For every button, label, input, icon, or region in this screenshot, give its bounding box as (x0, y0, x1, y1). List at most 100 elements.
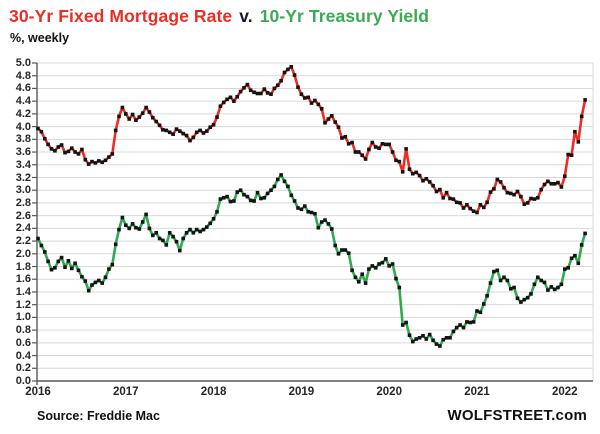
mortgage-data-point-marker (512, 192, 516, 197)
y-tick-label: 4.2 (15, 107, 31, 120)
treasury-data-point-marker (232, 199, 236, 203)
treasury-data-point-marker (326, 222, 331, 226)
treasury-data-point-marker (539, 278, 543, 283)
treasury-data-point-marker (556, 285, 560, 290)
mortgage-data-point-marker (444, 190, 449, 195)
treasury-data-point-marker (211, 217, 216, 221)
mortgage-data-point-marker (536, 196, 540, 200)
mortgage-data-point-marker (326, 117, 331, 121)
wolfstreet-brand: WOLFSTREET.com (447, 407, 587, 424)
treasury-data-point-marker (73, 261, 77, 266)
x-tick-label: 2016 (25, 386, 51, 398)
y-tick-label: 3.6 (15, 146, 31, 158)
treasury-data-point-marker (579, 243, 584, 247)
treasury-data-point-marker (488, 281, 493, 285)
mortgage-data-point-marker (333, 120, 337, 124)
treasury-data-point-marker (93, 280, 98, 285)
treasury-data-point-marker (438, 344, 442, 348)
treasury-data-point-marker (39, 243, 44, 248)
mortgage-data-point-marker (563, 174, 567, 178)
treasury-data-point-marker (461, 325, 466, 330)
y-tick-label: 4.8 (15, 69, 31, 82)
mortgage-data-point-marker (269, 92, 273, 96)
mortgage-data-point-marker (147, 110, 152, 114)
mortgage-data-point-marker (225, 97, 229, 102)
mortgage-data-point-marker (73, 150, 77, 154)
mortgage-data-point-marker (431, 183, 435, 188)
mortgage-data-point-marker (488, 190, 493, 194)
treasury-data-point-marker (316, 225, 321, 230)
mortgage-data-point-marker (43, 136, 47, 141)
treasury-data-point-marker (76, 268, 81, 273)
mortgage-data-point-marker (569, 153, 574, 157)
chart-title: 30-Yr Fixed Mortgage Rate v. 10-Yr Treas… (9, 6, 429, 27)
mortgage-data-point-marker (377, 146, 381, 150)
mortgage-data-point-marker (39, 129, 44, 134)
mortgage-data-point-marker (411, 171, 415, 176)
treasury-data-point-marker (205, 225, 209, 229)
treasury-data-point-marker (299, 207, 304, 212)
treasury-data-point-marker (110, 262, 115, 267)
mortgage-data-point-marker (542, 182, 547, 187)
treasury-data-point-marker (512, 285, 516, 290)
treasury-data-point-marker (49, 267, 54, 272)
treasury-data-point-marker (282, 179, 287, 184)
treasury-data-point-marker (448, 336, 452, 340)
mortgage-data-point-marker (485, 200, 489, 205)
mortgage-data-point-marker (421, 178, 425, 183)
mortgage-data-point-marker (235, 94, 239, 99)
mortgage-data-point-marker (579, 114, 584, 119)
treasury-data-point-marker (238, 188, 243, 192)
treasury-data-point-marker (97, 278, 101, 283)
mortgage-data-point-marker (316, 102, 321, 107)
treasury-data-point-marker (390, 262, 395, 266)
mortgage-data-point-marker (384, 142, 388, 147)
mortgage-data-point-marker (438, 187, 442, 192)
mortgage-data-point-marker (539, 187, 543, 192)
treasury-data-point-marker (323, 218, 327, 222)
treasury-data-point-marker (482, 302, 486, 306)
mortgage-data-point-marker (262, 87, 267, 91)
mortgage-data-point-marker (380, 142, 385, 146)
treasury-data-point-marker (144, 212, 148, 217)
mortgage-data-point-marker (448, 196, 452, 201)
mortgage-data-point-marker (522, 202, 527, 206)
mortgage-data-point-marker (80, 147, 84, 152)
treasury-data-point-marker (536, 275, 540, 280)
mortgage-data-point-marker (505, 190, 510, 195)
treasury-data-point-marker (70, 266, 74, 271)
mortgage-data-point-marker (417, 173, 422, 178)
mortgage-data-point-marker (238, 89, 243, 94)
mortgage-data-point-marker (340, 136, 344, 140)
mortgage-data-point-marker (83, 157, 88, 162)
mortgage-data-point-marker (509, 191, 513, 196)
treasury-data-point-marker (522, 297, 527, 302)
mortgage-data-point-marker (276, 83, 280, 88)
mortgage-data-point-marker (336, 125, 341, 129)
treasury-data-point-marker (404, 320, 408, 325)
x-tick-label: 2019 (288, 386, 315, 398)
treasury-data-point-marker (242, 192, 246, 197)
mortgage-data-point-marker (404, 147, 408, 151)
treasury-data-point-marker (384, 257, 388, 261)
mortgage-data-point-marker (215, 115, 219, 119)
treasury-data-point-marker (56, 259, 61, 264)
mortgage-data-point-marker (255, 91, 260, 96)
treasury-data-point-marker (427, 332, 432, 337)
treasury-data-point-marker (228, 199, 233, 204)
treasury-data-point-marker (411, 339, 415, 344)
treasury-data-point-marker (451, 329, 456, 334)
treasury-data-point-marker (353, 275, 358, 280)
treasury-data-point-marker (569, 256, 574, 261)
treasury-data-point-marker (363, 281, 368, 285)
treasury-data-point-marker (485, 294, 489, 298)
treasury-data-point-marker (262, 196, 267, 200)
mortgage-data-point-marker (576, 140, 581, 144)
treasury-data-point-marker (259, 196, 263, 201)
mortgage-data-point-marker (390, 150, 395, 154)
treasury-data-point-marker (394, 276, 398, 281)
mortgage-data-point-marker (49, 147, 54, 151)
mortgage-data-point-marker (124, 112, 128, 116)
treasury-data-point-marker (157, 236, 162, 241)
